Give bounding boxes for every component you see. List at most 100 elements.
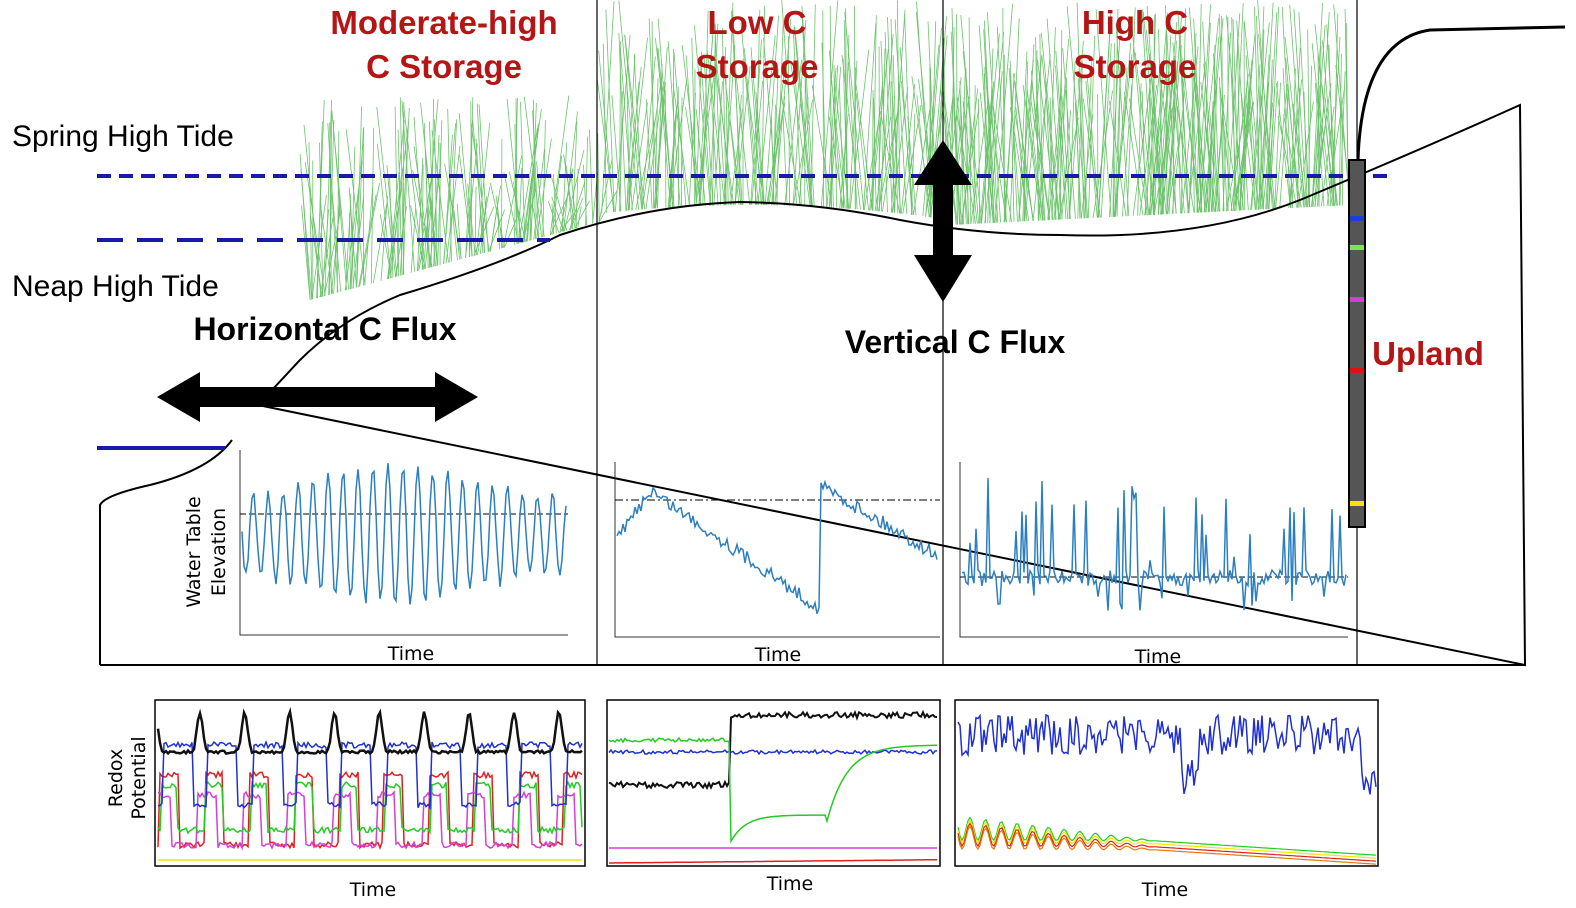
- spring-tide-label: Spring High Tide: [12, 120, 234, 153]
- trace: [608, 736, 937, 844]
- grass-blade: [424, 193, 433, 269]
- grass-blade: [695, 69, 716, 207]
- grass-blade: [890, 18, 895, 213]
- trace: [957, 822, 1377, 862]
- grass-blade: [1022, 61, 1029, 222]
- grass-blade: [960, 94, 967, 225]
- trace: [157, 739, 583, 810]
- grass-blade: [1041, 54, 1060, 220]
- grass-blade: [1153, 108, 1173, 215]
- grass-blade: [431, 130, 449, 263]
- grass-blade: [1018, 51, 1028, 222]
- grass-blade: [1095, 9, 1112, 217]
- grass-blade: [1341, 110, 1343, 206]
- grass-blade: [1159, 74, 1177, 214]
- grass-blade: [855, 93, 869, 211]
- grass-blade: [979, 95, 992, 224]
- grass-blade: [327, 123, 339, 293]
- grass-blade: [1265, 11, 1278, 210]
- grass-blade: [1196, 3, 1202, 213]
- grass-blade: [628, 37, 648, 211]
- x-axis-label: Time: [1141, 879, 1189, 901]
- grass-blade: [624, 34, 646, 210]
- grass-blade: [536, 161, 545, 237]
- grass-blade: [490, 196, 500, 252]
- grass-blade: [1258, 34, 1276, 209]
- grass-blade: [331, 204, 341, 295]
- grass-blade: [925, 27, 942, 217]
- grass-blade: [848, 61, 858, 210]
- grass-blade: [822, 10, 824, 208]
- grass-blade: [978, 99, 980, 224]
- trace: [608, 709, 938, 791]
- grass-blade: [522, 189, 536, 243]
- grass-blade: [1326, 88, 1345, 207]
- grass-blade: [1082, 98, 1101, 218]
- grass-blade: [1145, 29, 1167, 215]
- grass-blade: [829, 5, 832, 208]
- grass-blade: [1085, 80, 1098, 218]
- grass-blade: [892, 55, 899, 214]
- grass-blade: [743, 48, 759, 206]
- grass-blade: [373, 202, 388, 283]
- x-axis-label: Time: [387, 643, 435, 665]
- grass-blade: [863, 23, 877, 210]
- grass-blade: [754, 9, 761, 206]
- grass-blade: [1321, 85, 1334, 206]
- grass-blade: [911, 76, 932, 218]
- grass-blade: [423, 122, 431, 268]
- grass-blade: [863, 112, 881, 210]
- grass-blade: [1112, 43, 1115, 217]
- grass-blade: [1009, 107, 1030, 222]
- grass-blade: [547, 200, 560, 233]
- grass-blade: [1261, 2, 1274, 210]
- grass-blade: [1259, 29, 1265, 210]
- grass-blade: [929, 68, 931, 218]
- grass-blade: [740, 23, 757, 206]
- grass-blade: [957, 97, 969, 225]
- ground-profile: [99, 103, 1527, 667]
- grass-blade: [801, 16, 813, 207]
- grass-blade: [978, 25, 994, 223]
- grass-blade: [845, 8, 848, 209]
- grass-blade: [349, 143, 364, 290]
- grass-blade: [950, 31, 961, 225]
- grass-blade: [316, 99, 325, 299]
- grass-blade: [550, 173, 568, 231]
- grass-blade: [585, 136, 588, 226]
- grass-blade: [631, 102, 648, 211]
- grass-blade: [651, 21, 655, 209]
- plots: [154, 450, 1379, 867]
- grass-blade: [1293, 8, 1307, 208]
- grass-blade: [401, 100, 415, 272]
- grass-blade: [685, 55, 697, 207]
- grass-blade: [1139, 84, 1158, 216]
- grass-blade: [527, 144, 536, 242]
- grass-blade: [389, 176, 394, 278]
- grass-blade: [597, 133, 600, 222]
- grass-blade: [334, 145, 347, 291]
- grass-blade: [894, 76, 900, 213]
- grass-blade: [1160, 21, 1178, 215]
- grass-blade: [706, 49, 726, 206]
- grass-blade: [929, 16, 947, 218]
- grass-blade: [1284, 36, 1305, 208]
- grass-blade: [771, 116, 775, 206]
- zone-label: Storage: [696, 48, 819, 85]
- plot-axes: [239, 450, 568, 636]
- grass-blade: [793, 25, 812, 207]
- grass-blade: [645, 99, 653, 209]
- grass-blade: [719, 115, 726, 206]
- grass-blade: [763, 37, 778, 206]
- grass-blade: [542, 120, 546, 238]
- grass-blade: [1037, 59, 1057, 220]
- grass-blade: [1338, 53, 1342, 206]
- grass-blade: [768, 96, 786, 206]
- grass-blade: [790, 60, 811, 207]
- grass-blade: [1240, 90, 1256, 210]
- grass-blade: [1061, 96, 1071, 220]
- trace: [609, 858, 937, 864]
- trace: [608, 748, 938, 756]
- grass-blade: [474, 186, 477, 256]
- grass-blade: [1288, 79, 1302, 209]
